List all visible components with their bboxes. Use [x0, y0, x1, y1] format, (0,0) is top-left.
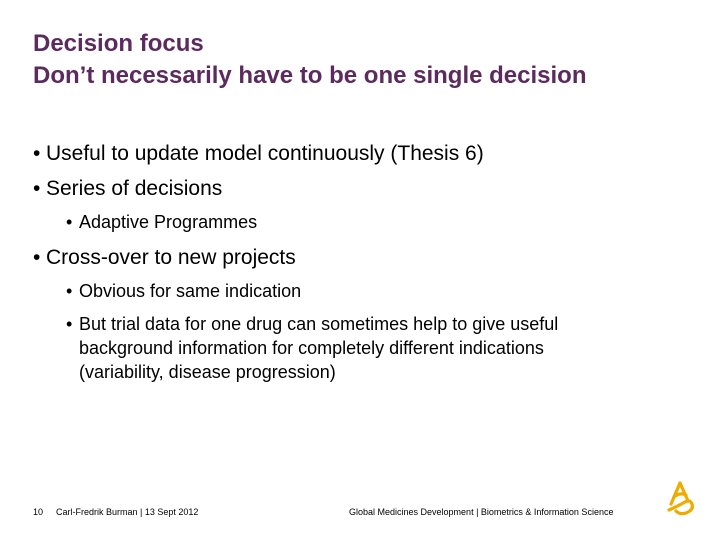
sub-bullet-item: Adaptive Programmes	[66, 210, 579, 234]
bullet-item: Cross-over to new projects	[33, 244, 673, 271]
page-number: 10	[33, 507, 44, 517]
sub-bullet-item: Obvious for same indication	[66, 279, 579, 303]
title-line-1: Decision focus	[33, 30, 204, 57]
slide-title: Decision focus Don’t necessarily have to…	[33, 28, 703, 92]
bullet-item: Useful to update model continuously (The…	[33, 140, 673, 167]
title-line-2: Don’t necessarily have to be one single …	[33, 62, 587, 89]
footer-author-date: Carl-Fredrik Burman | 13 Sept 2012	[56, 507, 199, 517]
bullet-item: Series of decisions	[33, 175, 673, 202]
astrazeneca-logo-icon	[667, 481, 694, 516]
bullet-list: Useful to update model continuously (The…	[33, 140, 673, 393]
sub-bullet-item: But trial data for one drug can sometime…	[66, 312, 579, 384]
footer-department: Global Medicines Development | Biometric…	[349, 507, 614, 517]
